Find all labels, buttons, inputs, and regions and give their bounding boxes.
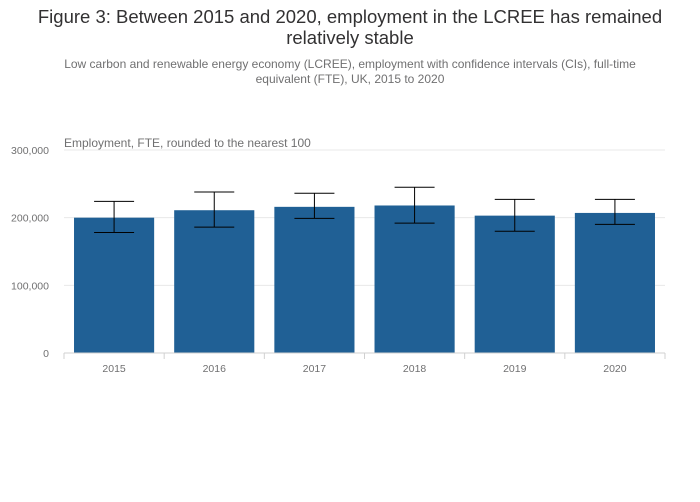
y-tick-label: 300,000 (11, 145, 49, 157)
y-tick-label: 0 (43, 348, 49, 360)
bar-2016 (174, 210, 255, 353)
x-tick-label: 2016 (203, 363, 227, 375)
x-tick-label: 2017 (303, 363, 327, 375)
bar-2020 (574, 212, 655, 353)
x-tick-label: 2020 (603, 363, 627, 375)
error-bar-2015 (94, 200, 135, 234)
x-tick-label: 2018 (403, 363, 427, 375)
error-bar-2017 (294, 192, 335, 219)
error-bars (94, 186, 635, 234)
chart-title: Figure 3: Between 2015 and 2020, employm… (37, 6, 663, 48)
error-bar-2020 (594, 198, 635, 225)
y-axis-label: Employment, FTE, rounded to the nearest … (64, 136, 311, 150)
error-bar-2019 (494, 198, 535, 232)
bar-2015 (74, 217, 155, 353)
error-bar-2016 (194, 191, 235, 228)
y-tick-label: 100,000 (11, 280, 49, 292)
error-bar-2018 (394, 186, 435, 224)
axes: 0 100,000 200,000 300,000 2015 2016 2017 2018 20… (11, 145, 666, 375)
x-tick-label: 2019 (503, 363, 527, 375)
bars (74, 205, 655, 353)
bar-2018 (374, 205, 455, 353)
gridlines (64, 149, 665, 286)
bar-2019 (474, 215, 555, 353)
bar-2017 (274, 206, 355, 353)
y-tick-label: 200,000 (11, 213, 49, 225)
x-tick-label: 2015 (102, 363, 126, 375)
chart-subtitle: Low carbon and renewable energy economy … (64, 57, 636, 86)
